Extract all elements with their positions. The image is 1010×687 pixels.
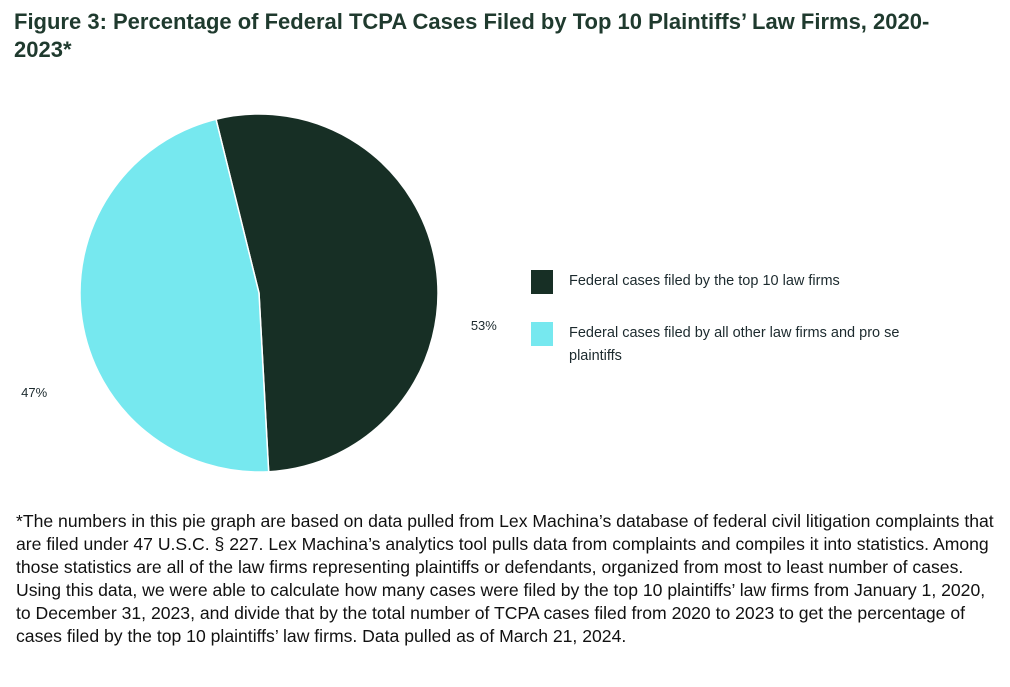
legend-item: Federal cases filed by the top 10 law fi… [531, 270, 929, 294]
pie-slice [79, 118, 270, 473]
value-label: 53% [471, 318, 497, 333]
pie-chart: 53% 47% [21, 113, 497, 473]
chart-title: Figure 3: Percentage of Federal TCPA Cas… [14, 9, 930, 62]
legend-item: Federal cases filed by all other law fir… [531, 322, 929, 368]
value-label: 47% [21, 385, 47, 400]
legend-label: Federal cases filed by all other law fir… [569, 325, 900, 364]
pie-slice [215, 113, 439, 473]
legend-swatch [531, 322, 553, 346]
legend-swatch [531, 270, 553, 294]
legend-label: Federal cases filed by the top 10 law fi… [569, 273, 840, 289]
footnote: *The numbers in this pie graph are based… [16, 511, 994, 646]
